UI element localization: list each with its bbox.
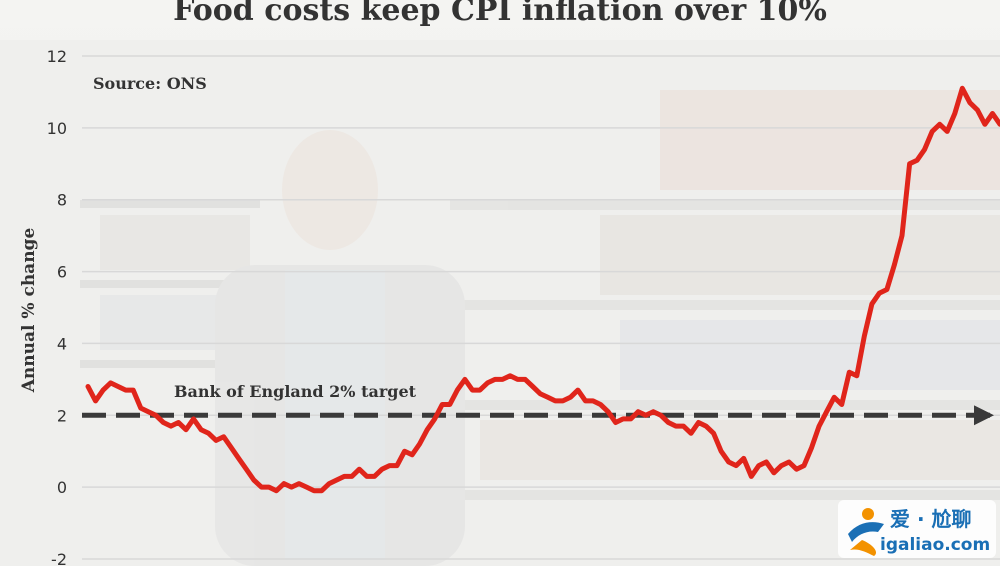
watermark: 爱 · 尬聊 igaliao.com: [838, 500, 996, 558]
watermark-runner-icon: [848, 508, 884, 556]
y-tick-label-0: -2: [51, 550, 67, 566]
target-line-label: Bank of England 2% target: [174, 382, 417, 401]
y-tick-label-2: 2: [57, 406, 67, 425]
y-tick-label-4: 6: [57, 263, 67, 282]
watermark-url: igaliao.com: [880, 535, 990, 555]
series-group: [85, 85, 1000, 494]
series-line-0: [85, 85, 1000, 494]
y-tick-label-7: 12: [47, 47, 67, 66]
y-tick-label-3: 4: [57, 334, 67, 353]
y-tick-label-6: 10: [47, 119, 67, 138]
y-axis-title: Annual % change: [19, 228, 39, 394]
y-tick-label-1: 0: [57, 478, 67, 497]
chart-title: Food costs keep CPI inflation over 10%: [173, 0, 827, 28]
source-label: Source: ONS: [93, 74, 207, 93]
y-axis-ticks: -2 0 2 4 6 8 10 12: [47, 47, 67, 566]
y-tick-label-5: 8: [57, 191, 67, 210]
watermark-title: 爱 · 尬聊: [890, 507, 972, 531]
